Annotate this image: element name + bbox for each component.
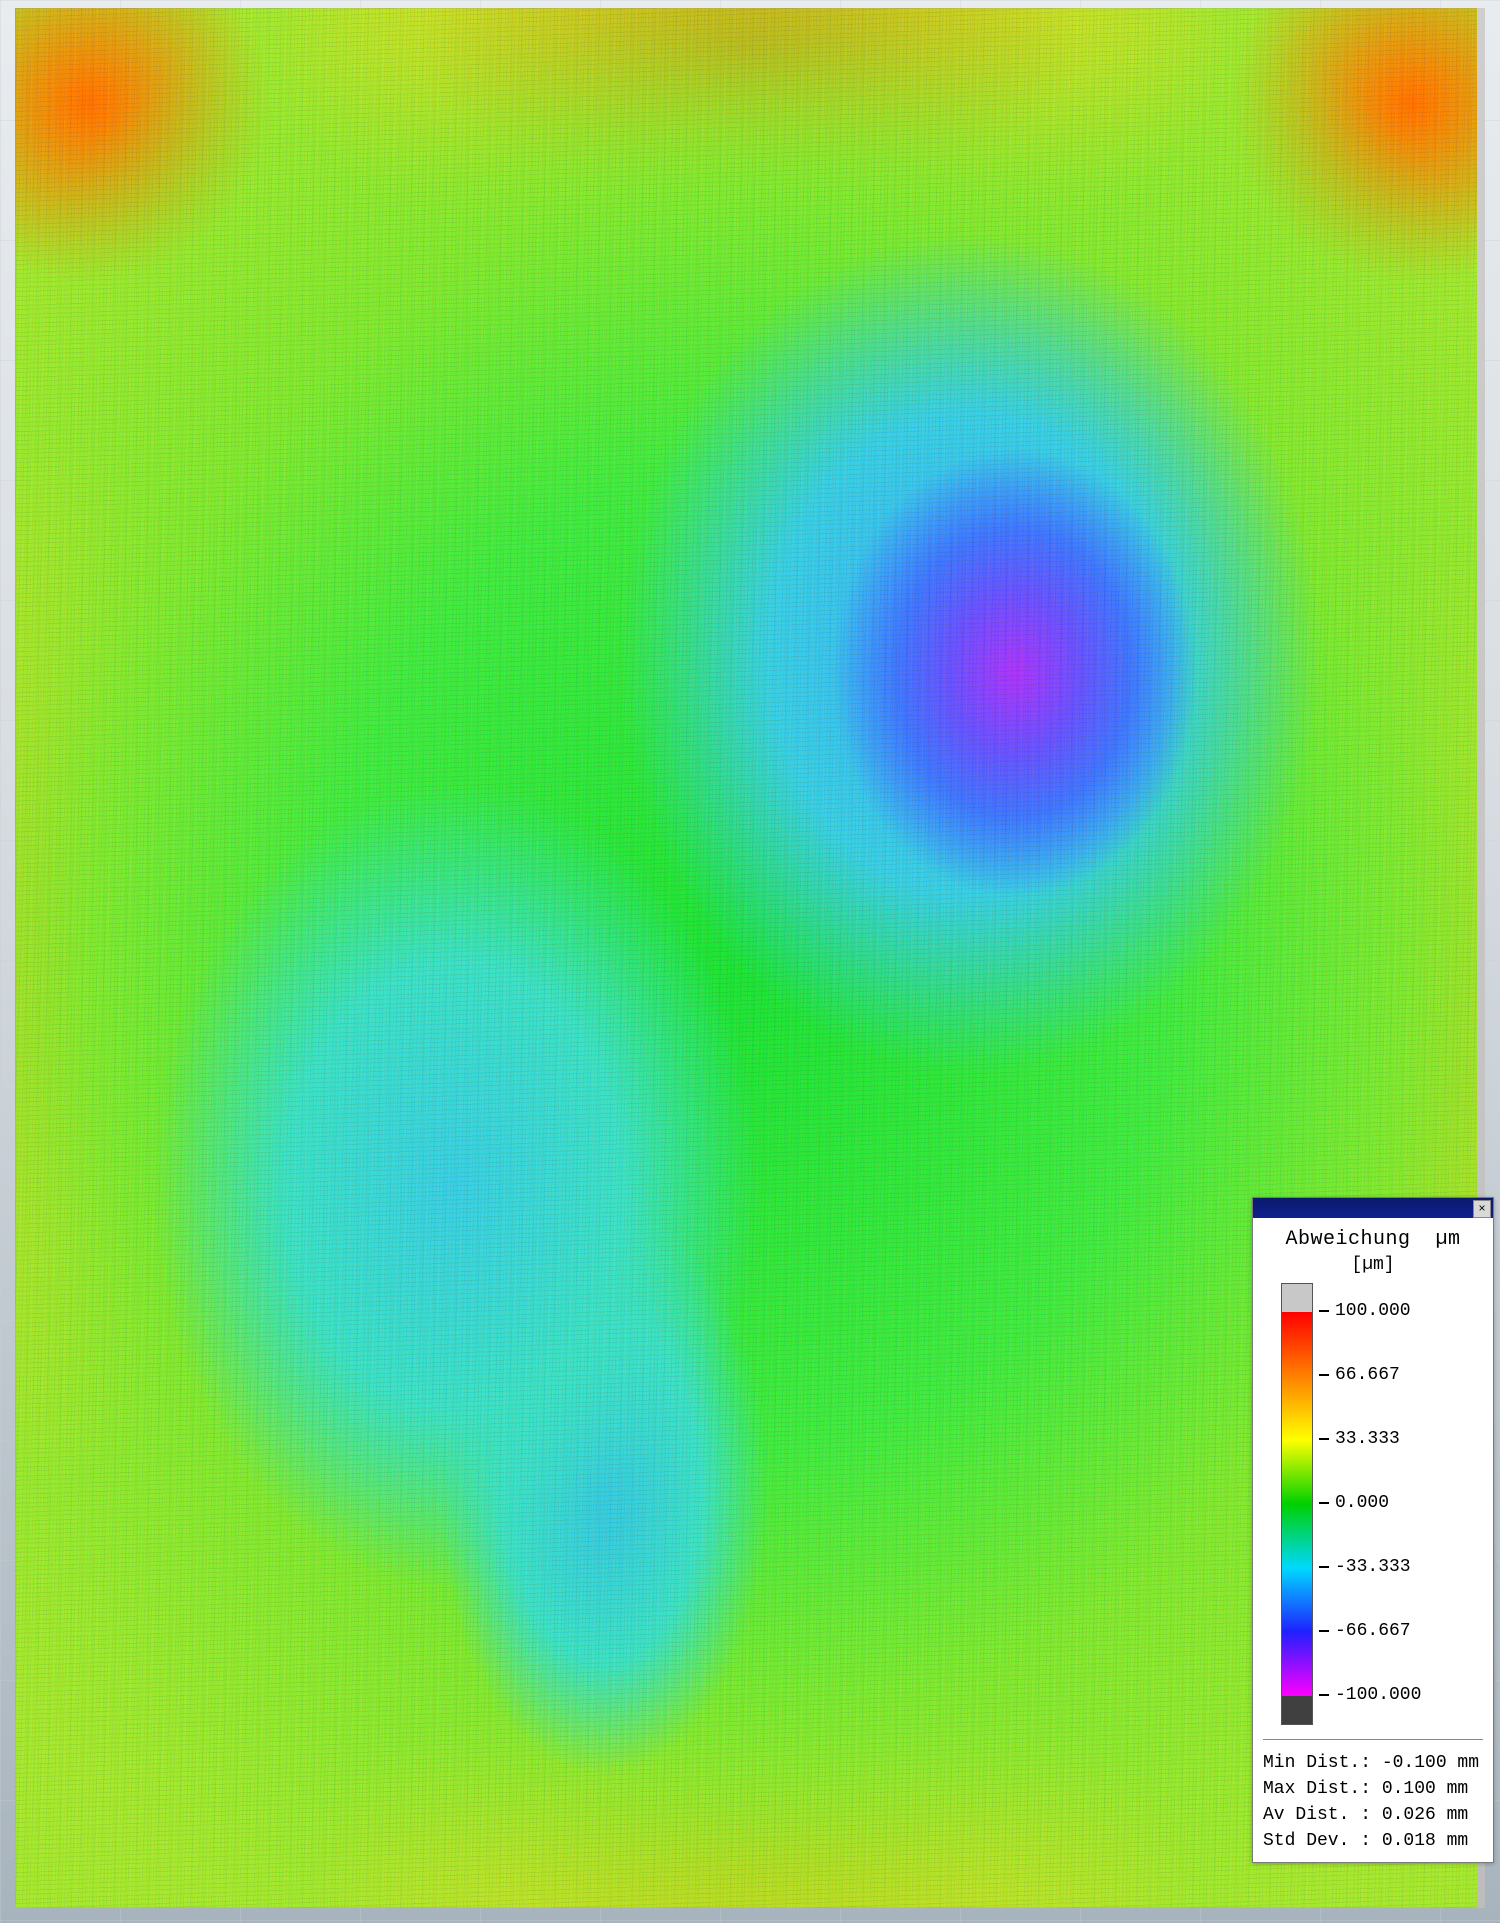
legend-title: Abweichung µm [1263,1228,1483,1251]
legend-color-bar [1281,1283,1313,1725]
legend-titlebar[interactable]: × [1253,1198,1493,1218]
legend-body: Abweichung µm [µm] 100.000 66.667 33.333 0.… [1253,1218,1493,1862]
legend-gradient [1282,1312,1312,1696]
scan-viewport: × Abweichung µm [µm] 100.000 66.667 33.333… [0,0,1500,1923]
legend-tick: 33.333 [1319,1429,1400,1449]
legend-under-range-swatch [1282,1696,1312,1724]
legend-stats: Min Dist.: -0.100 mm Max Dist.: 0.100 mm… [1263,1739,1483,1854]
legend-ticks: 100.000 66.667 33.333 0.000 -33.333 -66.667 -1… [1319,1283,1483,1725]
legend-tick: -66.667 [1319,1621,1411,1641]
legend-tick: 66.667 [1319,1365,1400,1385]
legend-tick: -33.333 [1319,1557,1411,1577]
color-legend-panel: × Abweichung µm [µm] 100.000 66.667 33.333… [1252,1197,1494,1863]
legend-tick: 100.000 [1319,1301,1411,1321]
legend-tick: 0.000 [1319,1493,1389,1513]
legend-tick: -100.000 [1319,1685,1421,1705]
legend-scale: 100.000 66.667 33.333 0.000 -33.333 -66.667 -1… [1263,1283,1483,1725]
legend-unit-label: [µm] [1263,1255,1483,1275]
legend-over-range-swatch [1282,1284,1312,1312]
close-icon[interactable]: × [1473,1200,1491,1218]
